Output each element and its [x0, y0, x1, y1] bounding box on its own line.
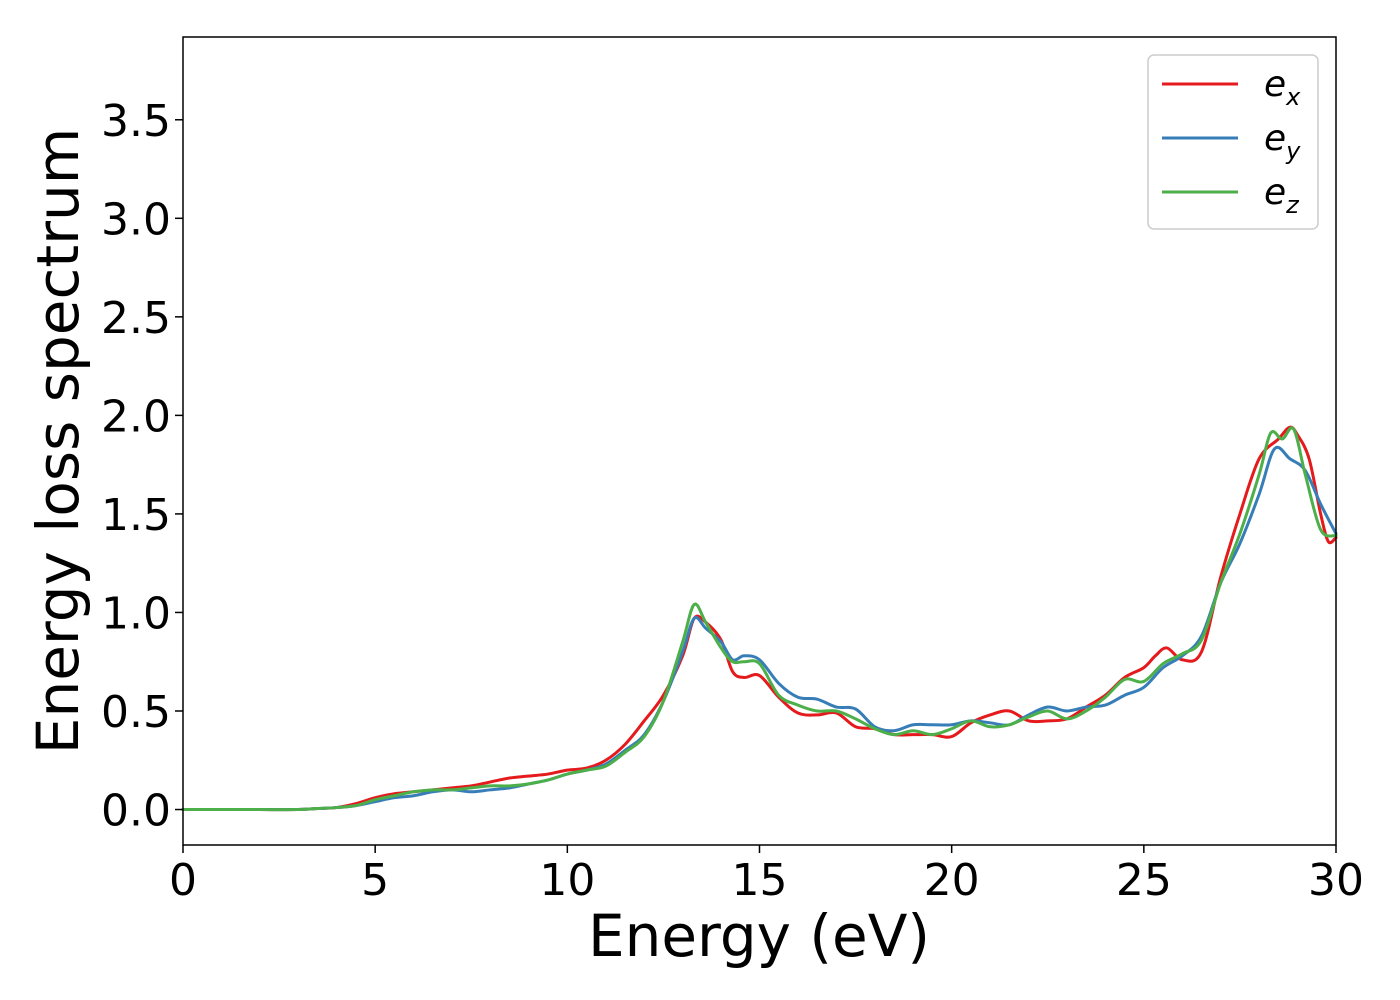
y-tick-label: 3.0 — [101, 194, 171, 245]
y-tick-label: 3.5 — [101, 96, 171, 147]
y-axis-ticks: 0.0 0.5 1.0 1.5 2.0 2.5 3.0 3.5 — [101, 96, 183, 837]
y-tick-label: 1.5 — [101, 490, 171, 541]
plot-lines — [181, 425, 1338, 812]
x-tick-label: 30 — [1308, 855, 1364, 906]
x-tick-label: 20 — [924, 855, 980, 906]
y-tick-label: 0.0 — [101, 786, 171, 837]
x-axis-title: Energy (eV) — [588, 902, 930, 970]
y-tick-label: 1.0 — [101, 588, 171, 639]
y-tick-label: 2.0 — [101, 391, 171, 442]
x-tick-label: 0 — [169, 855, 197, 906]
x-tick-label: 25 — [1116, 855, 1172, 906]
x-tick-label: 15 — [732, 855, 788, 906]
y-tick-label: 2.5 — [101, 293, 171, 344]
y-tick-label: 0.5 — [101, 687, 171, 738]
x-axis-ticks: 0 5 10 15 20 25 30 — [169, 845, 1364, 906]
x-tick-label: 10 — [539, 855, 595, 906]
series-line-ey — [181, 445, 1338, 812]
y-axis-title: Energy loss spectrum — [24, 128, 92, 754]
legend-frame — [1147, 54, 1319, 230]
x-tick-label: 5 — [361, 855, 389, 906]
series-line-ez — [181, 426, 1338, 812]
